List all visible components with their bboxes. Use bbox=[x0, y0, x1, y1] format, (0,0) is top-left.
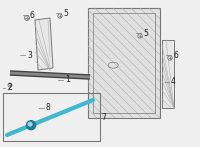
Circle shape bbox=[8, 83, 12, 87]
Text: 4: 4 bbox=[171, 77, 176, 86]
Text: 7: 7 bbox=[101, 113, 106, 122]
Text: 5: 5 bbox=[63, 9, 68, 17]
Text: 8: 8 bbox=[46, 103, 51, 112]
Polygon shape bbox=[35, 18, 53, 70]
Circle shape bbox=[58, 14, 62, 18]
Text: 2: 2 bbox=[7, 83, 12, 92]
Circle shape bbox=[28, 122, 32, 126]
Circle shape bbox=[168, 56, 172, 60]
Circle shape bbox=[27, 121, 36, 130]
Text: 6: 6 bbox=[30, 10, 35, 20]
Bar bbox=[88, 8, 160, 118]
Circle shape bbox=[138, 34, 142, 38]
Text: 1: 1 bbox=[65, 76, 70, 85]
Text: 6: 6 bbox=[173, 51, 178, 60]
Text: 5: 5 bbox=[143, 29, 148, 37]
Text: 3: 3 bbox=[27, 51, 32, 60]
Bar bbox=[93, 13, 155, 113]
Bar bbox=[162, 40, 174, 108]
Bar bbox=[3, 93, 100, 141]
Circle shape bbox=[24, 15, 30, 20]
